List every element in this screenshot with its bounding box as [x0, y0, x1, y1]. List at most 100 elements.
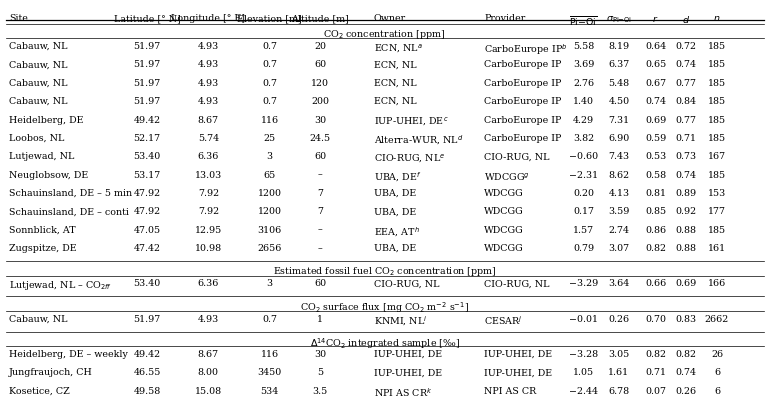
Text: 0.67: 0.67	[645, 79, 666, 88]
Text: 0.53: 0.53	[645, 152, 666, 161]
Text: 10.98: 10.98	[195, 244, 222, 253]
Text: Provider: Provider	[484, 14, 525, 23]
Text: 6.78: 6.78	[608, 387, 630, 396]
Text: 7.31: 7.31	[608, 116, 630, 125]
Text: 47.92: 47.92	[133, 189, 161, 198]
Text: 0.88: 0.88	[676, 226, 697, 235]
Text: 7.43: 7.43	[608, 152, 630, 161]
Text: 5.74: 5.74	[198, 134, 219, 143]
Text: Owner: Owner	[374, 14, 406, 23]
Text: Lutjewad, NL – CO$_{2ff}$: Lutjewad, NL – CO$_{2ff}$	[9, 279, 113, 292]
Text: 4.93: 4.93	[198, 60, 219, 69]
Text: 0.64: 0.64	[645, 42, 666, 51]
Text: 53.40: 53.40	[133, 152, 161, 161]
Text: 0.7: 0.7	[262, 315, 277, 324]
Text: 4.93: 4.93	[198, 97, 219, 106]
Text: 2.74: 2.74	[608, 226, 630, 235]
Text: 51.97: 51.97	[133, 79, 161, 88]
Text: 0.71: 0.71	[645, 368, 666, 377]
Text: 185: 185	[708, 79, 726, 88]
Text: 185: 185	[708, 42, 726, 51]
Text: 60: 60	[314, 279, 326, 288]
Text: CO$_2$ surface flux [mg CO$_2$ m$^{-2}$ s$^{-1}$]: CO$_2$ surface flux [mg CO$_2$ m$^{-2}$ …	[300, 301, 469, 316]
Text: 185: 185	[708, 116, 726, 125]
Text: 49.42: 49.42	[133, 350, 161, 359]
Text: 12.95: 12.95	[195, 226, 222, 235]
Text: 0.73: 0.73	[676, 152, 697, 161]
Text: 3: 3	[267, 152, 273, 161]
Text: CarboEurope IP: CarboEurope IP	[484, 97, 561, 106]
Text: CarboEurope IP: CarboEurope IP	[484, 134, 561, 143]
Text: 0.65: 0.65	[645, 60, 666, 69]
Text: 3: 3	[267, 279, 273, 288]
Text: 51.97: 51.97	[133, 42, 161, 51]
Text: ECN, NL: ECN, NL	[374, 60, 417, 69]
Text: CIO-RUG, NL: CIO-RUG, NL	[484, 279, 550, 288]
Text: 47.05: 47.05	[133, 226, 161, 235]
Text: 185: 185	[708, 226, 726, 235]
Text: 0.82: 0.82	[645, 350, 666, 359]
Text: 3.64: 3.64	[608, 279, 630, 288]
Text: Sonnblick, AT: Sonnblick, AT	[9, 226, 76, 235]
Text: −2.44: −2.44	[569, 387, 598, 396]
Text: Cabauw, NL: Cabauw, NL	[9, 79, 67, 88]
Text: 0.74: 0.74	[676, 170, 697, 179]
Text: Alterra-WUR, NL$^d$: Alterra-WUR, NL$^d$	[374, 134, 463, 147]
Text: 8.67: 8.67	[198, 350, 219, 359]
Text: 0.88: 0.88	[676, 244, 697, 253]
Text: 1.61: 1.61	[608, 368, 630, 377]
Text: Site: Site	[9, 14, 28, 23]
Text: CESAR$^j$: CESAR$^j$	[484, 315, 522, 327]
Text: 0.72: 0.72	[676, 42, 697, 51]
Text: IUP-UHEI, DE: IUP-UHEI, DE	[484, 368, 552, 377]
Text: UBA, DE: UBA, DE	[374, 207, 416, 216]
Text: 0.85: 0.85	[645, 207, 666, 216]
Text: 53.17: 53.17	[133, 170, 161, 179]
Text: CO$_2$ concentration [ppm]: CO$_2$ concentration [ppm]	[323, 28, 446, 42]
Text: IUP-UHEI, DE: IUP-UHEI, DE	[484, 350, 552, 359]
Text: $\sigma_{\mathrm{Pi{-}Oi}}$: $\sigma_{\mathrm{Pi{-}Oi}}$	[606, 14, 632, 25]
Text: 0.66: 0.66	[645, 279, 666, 288]
Text: Neuglobsow, DE: Neuglobsow, DE	[9, 170, 88, 179]
Text: −0.60: −0.60	[569, 152, 598, 161]
Text: IUP-UHEI, DE$^c$: IUP-UHEI, DE$^c$	[374, 116, 448, 128]
Text: 30: 30	[314, 116, 326, 125]
Text: Cabauw, NL: Cabauw, NL	[9, 60, 67, 69]
Text: 116: 116	[260, 116, 279, 125]
Text: 1.40: 1.40	[573, 97, 594, 106]
Text: 177: 177	[708, 207, 726, 216]
Text: 3.69: 3.69	[573, 60, 594, 69]
Text: 0.17: 0.17	[573, 207, 594, 216]
Text: WDCGG: WDCGG	[484, 189, 524, 198]
Text: 24.5: 24.5	[309, 134, 331, 143]
Text: 0.59: 0.59	[645, 134, 666, 143]
Text: 185: 185	[708, 97, 726, 106]
Text: 2662: 2662	[705, 315, 729, 324]
Text: 25: 25	[264, 134, 276, 143]
Text: KNMI, NL$^i$: KNMI, NL$^i$	[374, 315, 427, 328]
Text: NPI AS CR: NPI AS CR	[484, 387, 536, 396]
Text: 161: 161	[708, 244, 726, 253]
Text: 0.7: 0.7	[262, 42, 277, 51]
Text: CarboEurope IP: CarboEurope IP	[484, 60, 561, 69]
Text: 8.67: 8.67	[198, 116, 219, 125]
Text: Heidelberg, DE – weekly: Heidelberg, DE – weekly	[9, 350, 128, 359]
Text: 5.58: 5.58	[573, 42, 594, 51]
Text: 1.57: 1.57	[573, 226, 594, 235]
Text: 65: 65	[264, 170, 276, 179]
Text: 5.48: 5.48	[608, 79, 630, 88]
Text: ECN, NL$^a$: ECN, NL$^a$	[374, 42, 423, 55]
Text: 4.93: 4.93	[198, 315, 219, 324]
Text: 0.07: 0.07	[645, 387, 666, 396]
Text: Cabauw, NL: Cabauw, NL	[9, 315, 67, 324]
Text: 1: 1	[317, 315, 323, 324]
Text: 185: 185	[708, 134, 726, 143]
Text: 166: 166	[708, 279, 726, 288]
Text: −3.28: −3.28	[569, 350, 598, 359]
Text: Elevation [m]: Elevation [m]	[237, 14, 302, 23]
Text: Altitude [m]: Altitude [m]	[291, 14, 349, 23]
Text: 3106: 3106	[257, 226, 282, 235]
Text: $d$: $d$	[683, 14, 690, 25]
Text: 153: 153	[708, 189, 726, 198]
Text: $r$: $r$	[653, 14, 659, 24]
